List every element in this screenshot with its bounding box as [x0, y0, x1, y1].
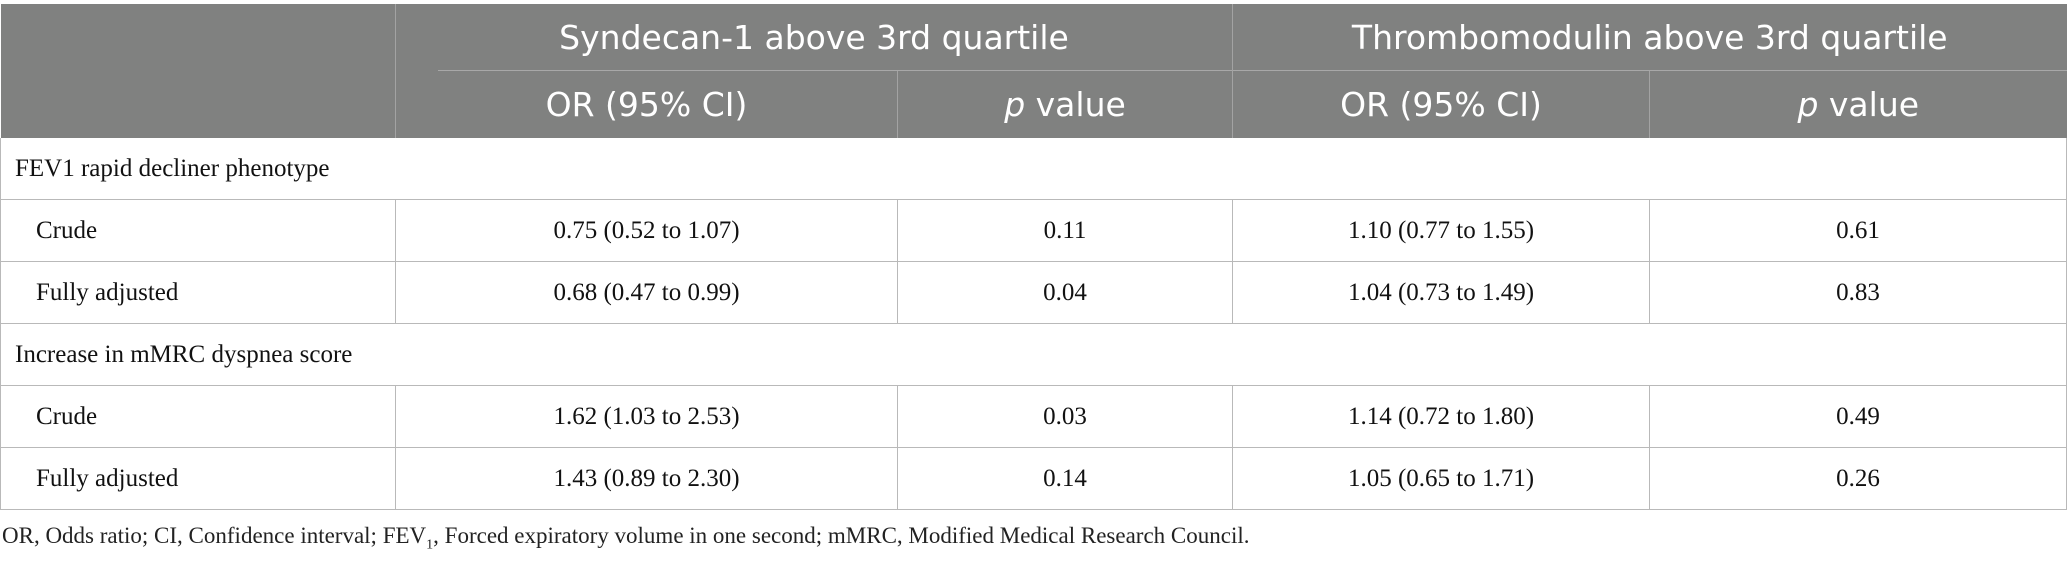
table-row: Crude 1.62 (1.03 to 2.53) 0.03 1.14 (0.7… — [0, 385, 2067, 448]
odds-ratio-table: Syndecan-1 above 3rd quartile Thrombomod… — [0, 4, 2067, 510]
header-sub-row: OR (95% CI) p value OR (95% CI) p value — [1, 71, 2067, 138]
header-syndecan: Syndecan-1 above 3rd quartile — [395, 4, 1233, 71]
thrombomodulin-p-cell: 0.61 — [1648, 199, 2067, 262]
header-syndecan-p: p value — [897, 71, 1233, 138]
header-thrombomodulin-p: p value — [1648, 71, 2067, 138]
p-value-label: value — [1025, 85, 1126, 124]
row-label: Fully adjusted — [0, 447, 396, 510]
header-group-row: Syndecan-1 above 3rd quartile Thrombomod… — [0, 4, 2067, 138]
header-corner-cell — [0, 4, 396, 138]
thrombomodulin-p-cell: 0.49 — [1648, 385, 2067, 448]
thrombomodulin-or-cell: 1.05 (0.65 to 1.71) — [1232, 447, 1650, 510]
p-italic: p — [1797, 85, 1819, 124]
section-row-mmrc: Increase in mMRC dyspnea score — [0, 323, 2067, 386]
syndecan-p-cell: 0.11 — [897, 199, 1233, 262]
syndecan-p-cell: 0.14 — [897, 447, 1233, 510]
table-row: Crude 0.75 (0.52 to 1.07) 0.11 1.10 (0.7… — [0, 199, 2067, 262]
row-label: Fully adjusted — [0, 261, 396, 324]
row-label: Crude — [0, 199, 396, 262]
section-row-fev1: FEV1 rapid decliner phenotype — [0, 138, 2067, 200]
syndecan-or-cell: 1.43 (0.89 to 2.30) — [395, 447, 898, 510]
section-title: FEV1 rapid decliner phenotype — [0, 138, 2067, 200]
syndecan-p-cell: 0.04 — [897, 261, 1233, 324]
thrombomodulin-or-cell: 1.10 (0.77 to 1.55) — [1232, 199, 1650, 262]
header-thrombomodulin: Thrombomodulin above 3rd quartile — [1231, 4, 2067, 71]
syndecan-or-cell: 0.75 (0.52 to 1.07) — [395, 199, 898, 262]
footnote-part1: OR, Odds ratio; CI, Confidence interval;… — [2, 523, 427, 548]
syndecan-or-cell: 0.68 (0.47 to 0.99) — [395, 261, 898, 324]
p-italic: p — [1004, 85, 1026, 124]
row-label: Crude — [0, 385, 396, 448]
table-row: Fully adjusted 1.43 (0.89 to 2.30) 0.14 … — [0, 447, 2067, 510]
thrombomodulin-p-cell: 0.26 — [1648, 447, 2067, 510]
header-syndecan-or: OR (95% CI) — [395, 71, 898, 138]
thrombomodulin-or-cell: 1.04 (0.73 to 1.49) — [1232, 261, 1650, 324]
p-value-label: value — [1818, 85, 1920, 124]
thrombomodulin-or-cell: 1.14 (0.72 to 1.80) — [1232, 385, 1650, 448]
footnote-part2: , Forced expiratory volume in one second… — [433, 523, 1250, 548]
footnote-subscript: 1 — [426, 537, 434, 553]
header-thrombomodulin-or: OR (95% CI) — [1232, 71, 1650, 138]
section-title: Increase in mMRC dyspnea score — [0, 323, 2067, 386]
thrombomodulin-p-cell: 0.83 — [1648, 261, 2067, 324]
table-row: Fully adjusted 0.68 (0.47 to 0.99) 0.04 … — [0, 261, 2067, 324]
syndecan-p-cell: 0.03 — [897, 385, 1233, 448]
syndecan-or-cell: 1.62 (1.03 to 2.53) — [395, 385, 898, 448]
table-footnote: OR, Odds ratio; CI, Confidence interval;… — [2, 523, 1249, 554]
